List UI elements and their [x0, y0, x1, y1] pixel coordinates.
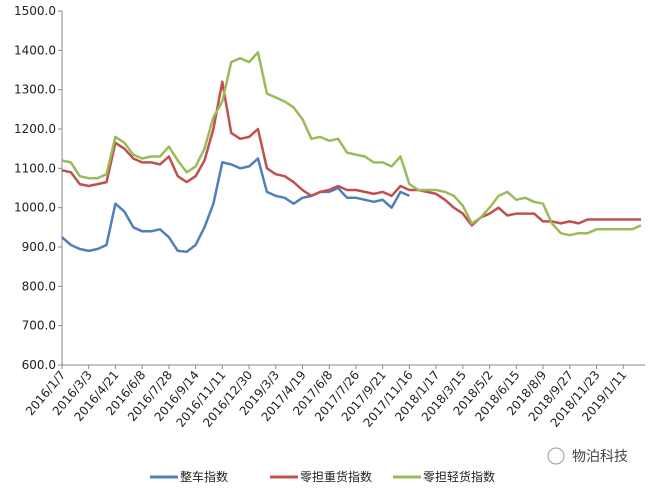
y-tick-label: 1300.0	[14, 83, 56, 97]
series-line	[61, 80, 641, 227]
y-tick-label: 1200.0	[14, 122, 56, 136]
legend-label: 零担重货指数	[300, 469, 372, 484]
watermark-text: 物泊科技	[572, 449, 628, 465]
y-tick-label: 900.0	[22, 240, 56, 254]
y-tick-label: 1100.0	[14, 161, 56, 175]
y-tick-label: 700.0	[22, 319, 56, 333]
legend-label: 零担轻货指数	[423, 469, 495, 484]
y-tick-label: 800.0	[22, 279, 56, 293]
y-tick-label: 1500.0	[14, 4, 56, 18]
y-tick-label: 1400.0	[14, 43, 56, 57]
legend-label: 整车指数	[180, 469, 228, 484]
series-line	[61, 157, 410, 253]
y-tick-label: 600.0	[22, 358, 56, 372]
legend-item: 整车指数	[150, 469, 228, 484]
legend-item: 零担重货指数	[270, 469, 372, 484]
y-tick-label: 1000.0	[14, 201, 56, 215]
watermark-icon	[547, 447, 565, 465]
legend-item: 零担轻货指数	[393, 469, 495, 484]
watermark: 物泊科技	[547, 447, 628, 465]
series-line	[61, 51, 642, 237]
